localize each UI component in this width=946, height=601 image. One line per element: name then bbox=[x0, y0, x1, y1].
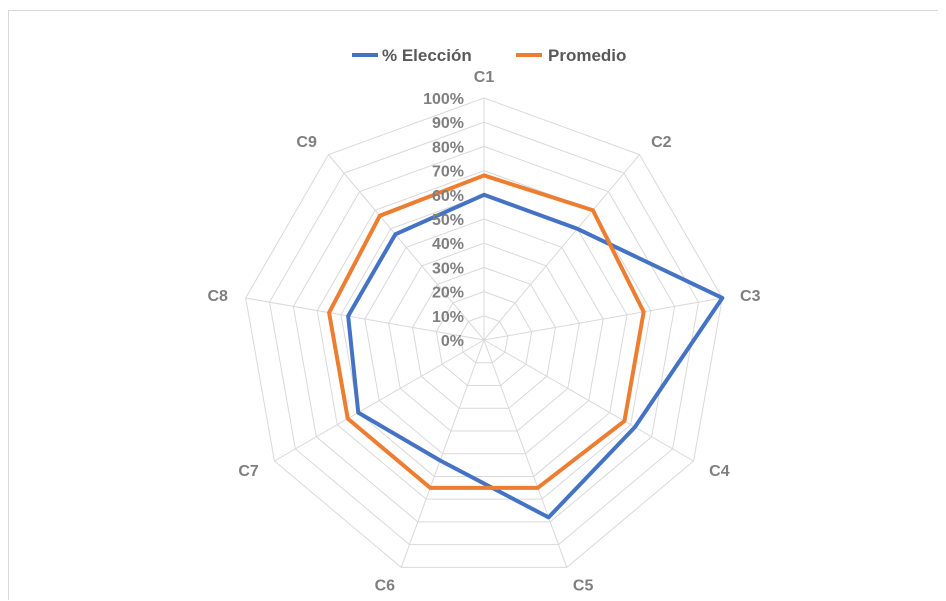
radial-tick-label: 100% bbox=[423, 91, 464, 108]
grid-ring bbox=[245, 97, 723, 568]
legend: % Elección Promedio bbox=[352, 46, 626, 65]
category-label: C8 bbox=[207, 288, 228, 305]
radial-tick-label: 20% bbox=[432, 285, 464, 302]
grid-spoke bbox=[483, 297, 723, 341]
grid-ring bbox=[268, 121, 700, 546]
series-line-2 bbox=[327, 173, 646, 490]
legend-label: Promedio bbox=[548, 46, 626, 65]
grid-spoke bbox=[328, 154, 485, 341]
radial-tick-label: 30% bbox=[432, 260, 464, 277]
grid-ring bbox=[411, 266, 557, 409]
category-label: C2 bbox=[651, 134, 672, 151]
chart-frame bbox=[8, 10, 938, 600]
category-label: C3 bbox=[740, 288, 761, 305]
grid-ring bbox=[364, 218, 604, 455]
radial-tick-label: 70% bbox=[432, 164, 464, 181]
radial-tick-label: 90% bbox=[432, 115, 464, 132]
grid-ring bbox=[435, 291, 533, 386]
grid-ring bbox=[388, 242, 580, 432]
radial-tick-label: 60% bbox=[432, 188, 464, 205]
radial-tick-label: 40% bbox=[432, 236, 464, 253]
category-labels: C1 C2 C3 C4 C5 C6 C7 C8 C9 bbox=[207, 69, 760, 594]
grid-spoke bbox=[483, 339, 694, 462]
grid-ring bbox=[292, 145, 676, 523]
grid-ring bbox=[340, 194, 628, 477]
category-label: C4 bbox=[709, 463, 730, 480]
category-label: C1 bbox=[474, 69, 495, 86]
category-label: C7 bbox=[238, 463, 259, 480]
grid-layer bbox=[245, 97, 723, 568]
grid-spoke bbox=[400, 339, 485, 568]
legend-label: % Elección bbox=[382, 46, 472, 65]
grid-spoke bbox=[274, 339, 485, 462]
grid-ring bbox=[459, 315, 509, 364]
radial-tick-label: 0% bbox=[441, 333, 464, 350]
series-layer bbox=[327, 173, 725, 520]
radial-tick-label: 50% bbox=[432, 212, 464, 229]
grid-spoke bbox=[483, 154, 640, 341]
grid-spoke bbox=[483, 339, 568, 568]
grid-spoke bbox=[245, 297, 485, 341]
radial-tick-labels: 0% 10% 20% 30% 40% 50% 60% 70% 80% 90% 100% bbox=[423, 91, 464, 350]
category-label: C6 bbox=[375, 577, 396, 594]
category-label: C9 bbox=[296, 134, 317, 151]
radial-tick-label: 80% bbox=[432, 139, 464, 156]
grid-ring bbox=[316, 170, 652, 500]
category-label: C5 bbox=[573, 577, 594, 594]
radial-tick-label: 10% bbox=[432, 309, 464, 326]
